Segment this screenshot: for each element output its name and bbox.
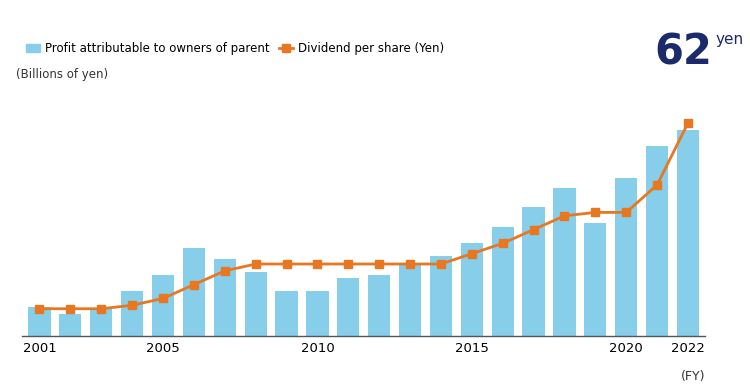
Bar: [615, 178, 638, 336]
Bar: [121, 291, 143, 336]
Bar: [90, 309, 112, 336]
Bar: [368, 275, 390, 336]
Bar: [183, 248, 205, 336]
Bar: [523, 207, 544, 336]
Bar: [430, 256, 452, 336]
Bar: [244, 272, 267, 336]
Bar: [584, 223, 607, 336]
Bar: [646, 146, 668, 336]
Bar: [491, 226, 514, 336]
Bar: [152, 275, 174, 336]
Bar: [338, 278, 359, 336]
Bar: [59, 314, 82, 336]
Bar: [214, 259, 236, 336]
Bar: [399, 265, 422, 336]
Text: yen: yen: [716, 32, 743, 47]
Bar: [306, 291, 328, 336]
Legend: Profit attributable to owners of parent, Dividend per share (Yen): Profit attributable to owners of parent,…: [22, 38, 449, 60]
Bar: [677, 130, 699, 336]
Text: (FY): (FY): [680, 370, 705, 383]
Bar: [554, 188, 575, 336]
Bar: [275, 291, 298, 336]
Text: 62: 62: [654, 32, 712, 74]
Bar: [28, 307, 50, 336]
Bar: [460, 243, 483, 336]
Text: (Billions of yen): (Billions of yen): [16, 68, 108, 81]
